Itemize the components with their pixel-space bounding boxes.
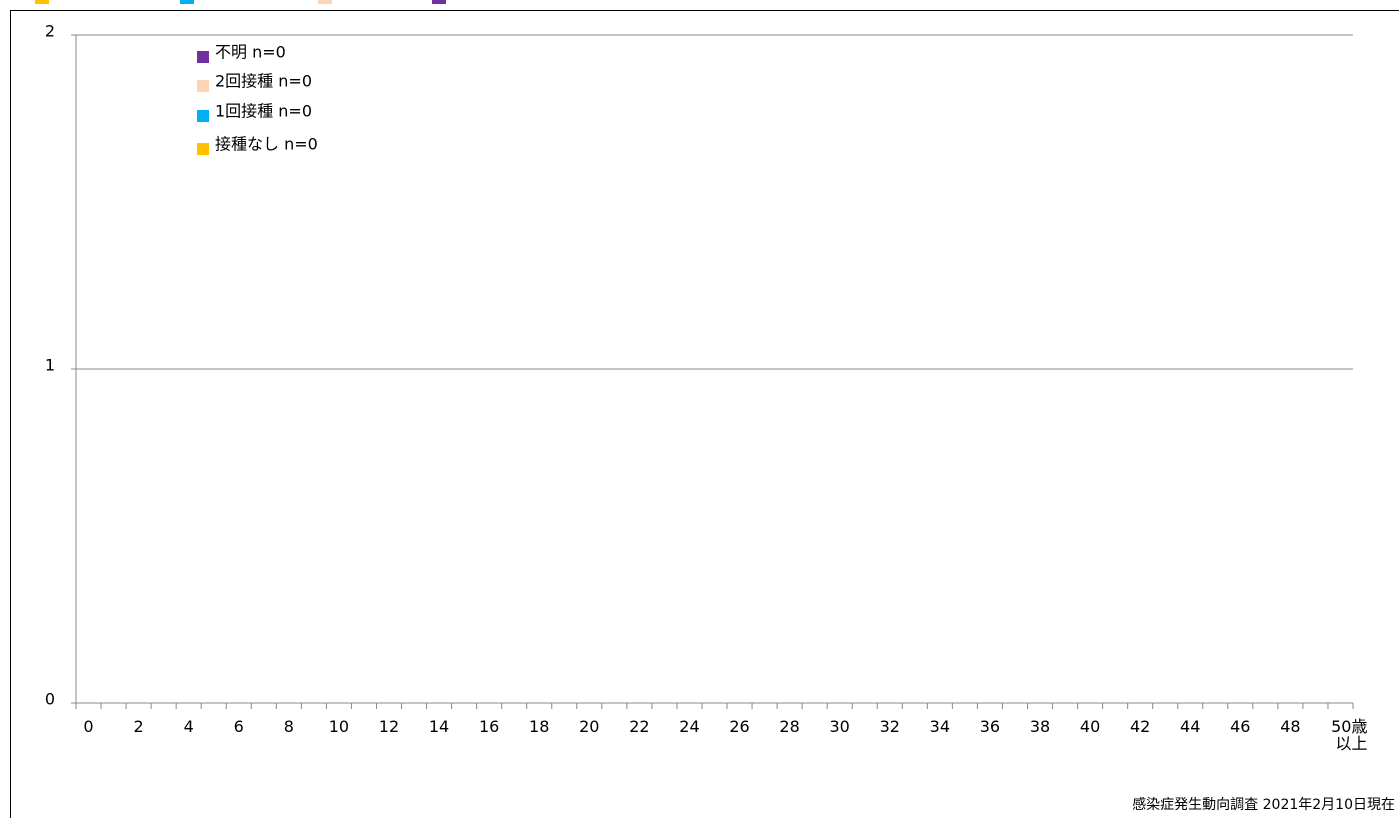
x-tick-label: 50歳以上 [1331, 717, 1368, 753]
x-tick-label: 42 [1129, 717, 1151, 736]
legend-swatch [197, 143, 209, 155]
x-tick-label: 12 [378, 717, 400, 736]
x-tick-label: 4 [183, 717, 194, 736]
y-tick-label: 0 [45, 690, 55, 709]
x-tick-label: 20 [579, 717, 600, 736]
legend-label: 接種なし n=0 [215, 135, 318, 154]
x-tick-label: 10 [328, 717, 350, 736]
x-tick-label: 34 [929, 717, 951, 736]
x-tick-label: 30 [829, 717, 850, 736]
x-tick-label: 44 [1180, 717, 1201, 736]
cropped-legend-swatch [318, 0, 332, 4]
x-tick-label: 2 [133, 717, 144, 736]
cropped-legend-swatch [35, 0, 49, 4]
x-tick-label: 28 [779, 717, 800, 736]
y-tick-label: 2 [45, 22, 55, 41]
legend-swatch [197, 110, 209, 122]
x-tick-label: 6 [233, 717, 244, 736]
legend-label: 不明 n=0 [215, 43, 286, 62]
x-tick-label: 32 [879, 717, 900, 736]
legend-swatch [197, 51, 209, 63]
chart-frame [10, 10, 1399, 818]
legend-label: 2回接種 n=0 [215, 72, 312, 91]
x-tick-label: 22 [629, 717, 650, 736]
cropped-legend-swatch [180, 0, 194, 4]
x-tick-label: 38 [1029, 717, 1051, 736]
x-tick-label: 16 [478, 717, 500, 736]
x-tick-label: 24 [679, 717, 700, 736]
x-tick-label: 46 [1230, 717, 1251, 736]
legend-label: 1回接種 n=0 [215, 102, 312, 121]
x-tick-label: 8 [283, 717, 294, 736]
y-tick-label: 1 [45, 356, 55, 375]
x-tick-label: 40 [1079, 717, 1101, 736]
x-tick-label: 0 [83, 717, 94, 736]
x-tick-label: 48 [1280, 717, 1301, 736]
legend-swatch [197, 80, 209, 92]
cropped-legend-swatch [432, 0, 446, 4]
source-note: 感染症発生動向調査 2021年2月10日現在 [1132, 796, 1395, 813]
x-tick-label: 26 [729, 717, 750, 736]
x-tick-label: 36 [979, 717, 1001, 736]
x-tick-label: 18 [529, 717, 550, 736]
x-tick-label: 14 [428, 717, 450, 736]
